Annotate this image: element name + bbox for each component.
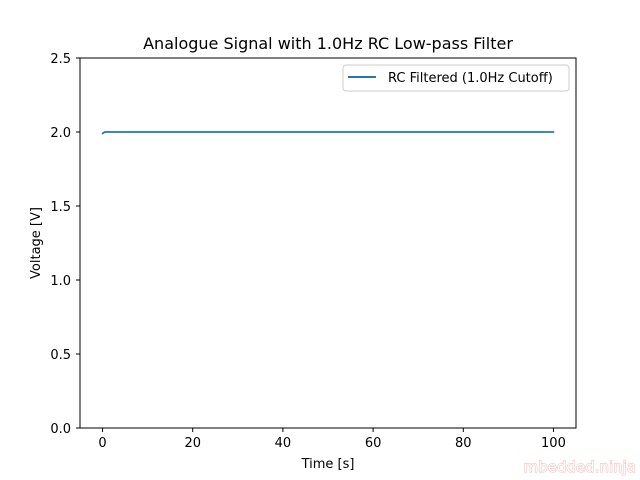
x-tick-label: 100 (541, 436, 566, 451)
plot-area (79, 57, 577, 429)
y-tick-label: 2.0 (50, 126, 71, 141)
y-axis: 0.0 0.5 1.0 1.5 2.0 2.5 (50, 52, 80, 437)
x-tick-label: 80 (455, 436, 472, 451)
series-layer (101, 131, 555, 135)
x-tick-label: 40 (275, 436, 292, 451)
y-axis-label: Voltage [V] (29, 207, 44, 279)
y-tick-label: 0.5 (50, 348, 71, 363)
x-axis-label: Time [s] (301, 457, 355, 472)
y-tick-label: 1.0 (50, 274, 71, 289)
series-line (101, 131, 555, 135)
watermark-text: mbedded.ninja (524, 458, 636, 476)
y-tick-label: 0.0 (50, 422, 71, 437)
legend-label: RC Filtered (1.0Hz Cutoff) (388, 71, 553, 86)
x-tick-label: 20 (184, 436, 201, 451)
legend: RC Filtered (1.0Hz Cutoff) (342, 64, 570, 92)
legend-box (342, 64, 570, 92)
x-axis: 0 20 40 60 80 100 (98, 428, 566, 451)
y-tick-label: 1.5 (50, 200, 71, 215)
y-tick-label: 2.5 (50, 52, 71, 67)
x-tick-label: 60 (365, 436, 382, 451)
x-tick-label: 0 (98, 436, 106, 451)
chart-title: Analogue Signal with 1.0Hz RC Low-pass F… (143, 34, 513, 53)
